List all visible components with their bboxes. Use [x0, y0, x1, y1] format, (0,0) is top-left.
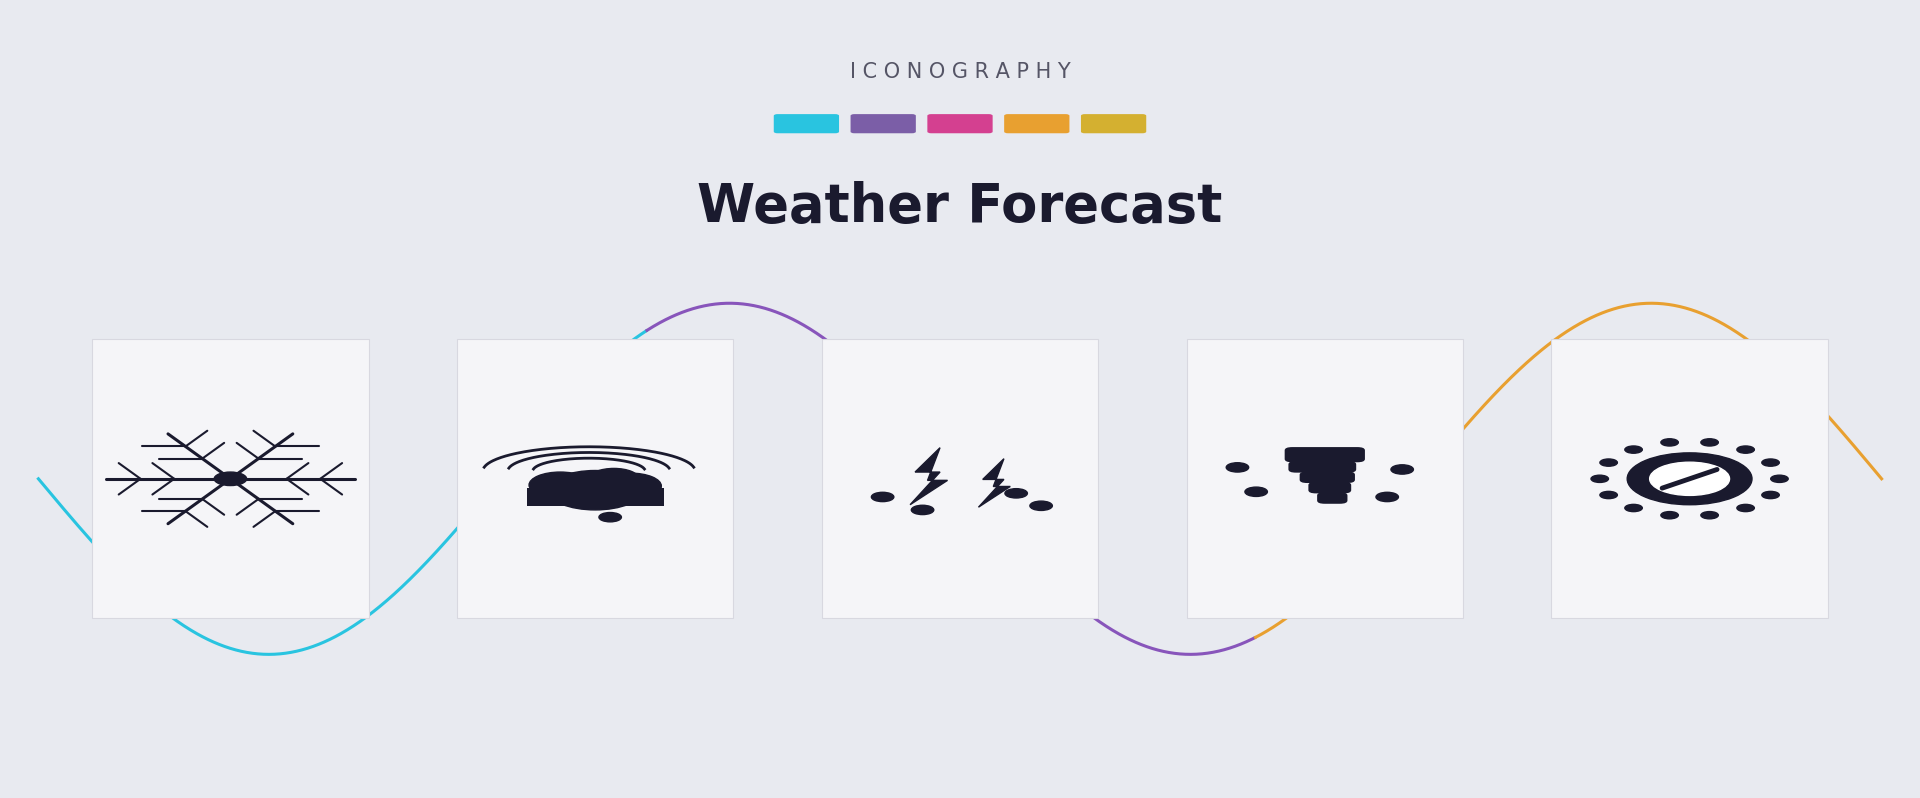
- Circle shape: [1701, 512, 1718, 519]
- FancyBboxPatch shape: [1187, 339, 1463, 618]
- Circle shape: [1592, 475, 1609, 483]
- Circle shape: [599, 473, 660, 499]
- Circle shape: [1738, 504, 1755, 512]
- Text: Weather Forecast: Weather Forecast: [697, 181, 1223, 234]
- Circle shape: [1738, 446, 1755, 453]
- Circle shape: [1227, 463, 1248, 472]
- FancyBboxPatch shape: [92, 339, 369, 618]
- Circle shape: [530, 472, 591, 498]
- Circle shape: [1626, 452, 1751, 504]
- Polygon shape: [979, 459, 1010, 508]
- Circle shape: [1661, 439, 1678, 446]
- Circle shape: [1004, 488, 1027, 498]
- FancyBboxPatch shape: [1004, 114, 1069, 133]
- Circle shape: [547, 471, 643, 510]
- Circle shape: [1624, 504, 1642, 512]
- FancyBboxPatch shape: [1284, 447, 1365, 462]
- Circle shape: [912, 505, 933, 515]
- Circle shape: [1624, 446, 1642, 453]
- FancyBboxPatch shape: [927, 114, 993, 133]
- FancyBboxPatch shape: [1081, 114, 1146, 133]
- FancyBboxPatch shape: [1551, 339, 1828, 618]
- Circle shape: [215, 472, 246, 485]
- FancyBboxPatch shape: [457, 339, 733, 618]
- Text: I C O N O G R A P H Y: I C O N O G R A P H Y: [851, 61, 1069, 82]
- Circle shape: [1649, 462, 1730, 496]
- FancyBboxPatch shape: [822, 339, 1098, 618]
- FancyBboxPatch shape: [1317, 492, 1348, 504]
- Circle shape: [1244, 487, 1267, 496]
- Circle shape: [1029, 501, 1052, 511]
- Circle shape: [1377, 492, 1398, 502]
- Circle shape: [589, 468, 639, 489]
- Circle shape: [1770, 475, 1788, 483]
- FancyBboxPatch shape: [774, 114, 839, 133]
- Circle shape: [1599, 492, 1617, 499]
- FancyBboxPatch shape: [1300, 472, 1356, 483]
- Circle shape: [1390, 464, 1413, 474]
- Circle shape: [1763, 459, 1780, 466]
- Circle shape: [872, 492, 895, 502]
- Polygon shape: [910, 448, 948, 505]
- Circle shape: [599, 512, 622, 522]
- FancyBboxPatch shape: [526, 488, 664, 506]
- Circle shape: [1599, 459, 1617, 466]
- Circle shape: [1661, 512, 1678, 519]
- FancyBboxPatch shape: [1288, 461, 1356, 472]
- FancyBboxPatch shape: [851, 114, 916, 133]
- FancyBboxPatch shape: [1308, 482, 1352, 493]
- Circle shape: [1763, 492, 1780, 499]
- Circle shape: [1701, 439, 1718, 446]
